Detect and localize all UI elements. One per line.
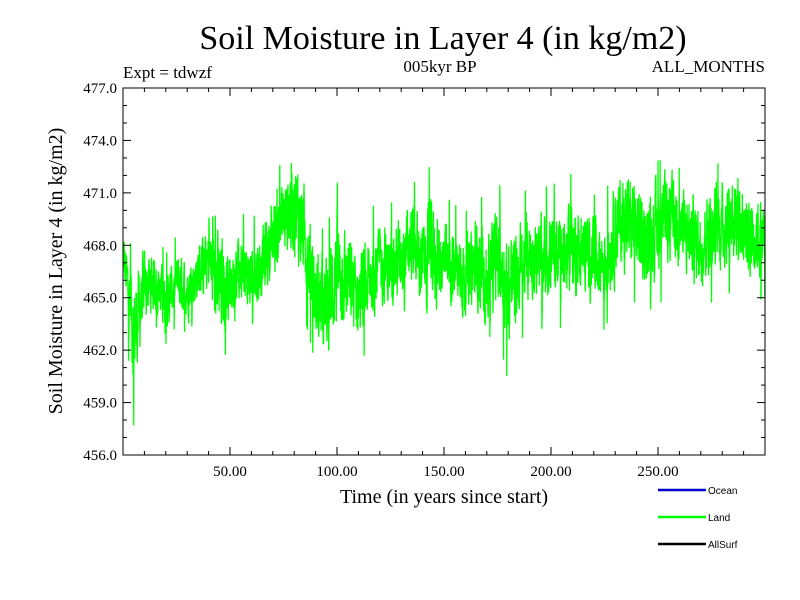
experiment-label: Expt = tdwzf bbox=[123, 63, 212, 82]
legend-label-land: Land bbox=[708, 513, 730, 524]
y-tick-label-465: 465.0 bbox=[83, 291, 117, 307]
y-tick-label-477: 477.0 bbox=[83, 81, 117, 97]
y-tick-label-456: 456.0 bbox=[83, 448, 117, 464]
y-tick-label-468: 468.0 bbox=[83, 238, 117, 254]
chart-subtitle: 005kyr BP bbox=[403, 57, 476, 76]
series-layer bbox=[122, 160, 766, 426]
legend-label-ocean: Ocean bbox=[708, 486, 737, 497]
legend: Ocean Land AllSurf bbox=[658, 486, 738, 551]
x-tick-label-50: 50.00 bbox=[213, 464, 247, 480]
x-tick-label-250: 250.00 bbox=[637, 464, 678, 480]
x-axis-label: Time (in years since start) bbox=[340, 486, 548, 508]
y-axis-label: Soil Moisture in Layer 4 (in kg/m2) bbox=[45, 128, 67, 415]
chart-title: Soil Moisture in Layer 4 (in kg/m2) bbox=[199, 20, 686, 57]
tick-layer: 50.00 100.00 150.00 200.00 250.00 456.0 459.0 4… bbox=[83, 81, 765, 480]
y-tick-label-459: 459.0 bbox=[83, 396, 117, 412]
y-tick-label-471: 471.0 bbox=[83, 186, 117, 202]
series-line-land bbox=[122, 160, 766, 426]
x-tick-label-200: 200.00 bbox=[530, 464, 571, 480]
y-tick-label-474: 474.0 bbox=[83, 133, 117, 149]
y-tick-label-462: 462.0 bbox=[83, 343, 117, 359]
x-tick-label-150: 150.00 bbox=[423, 464, 464, 480]
months-label: ALL_MONTHS bbox=[652, 57, 765, 76]
x-tick-label-100: 100.00 bbox=[316, 464, 357, 480]
legend-label-allsurf: AllSurf bbox=[708, 540, 738, 551]
